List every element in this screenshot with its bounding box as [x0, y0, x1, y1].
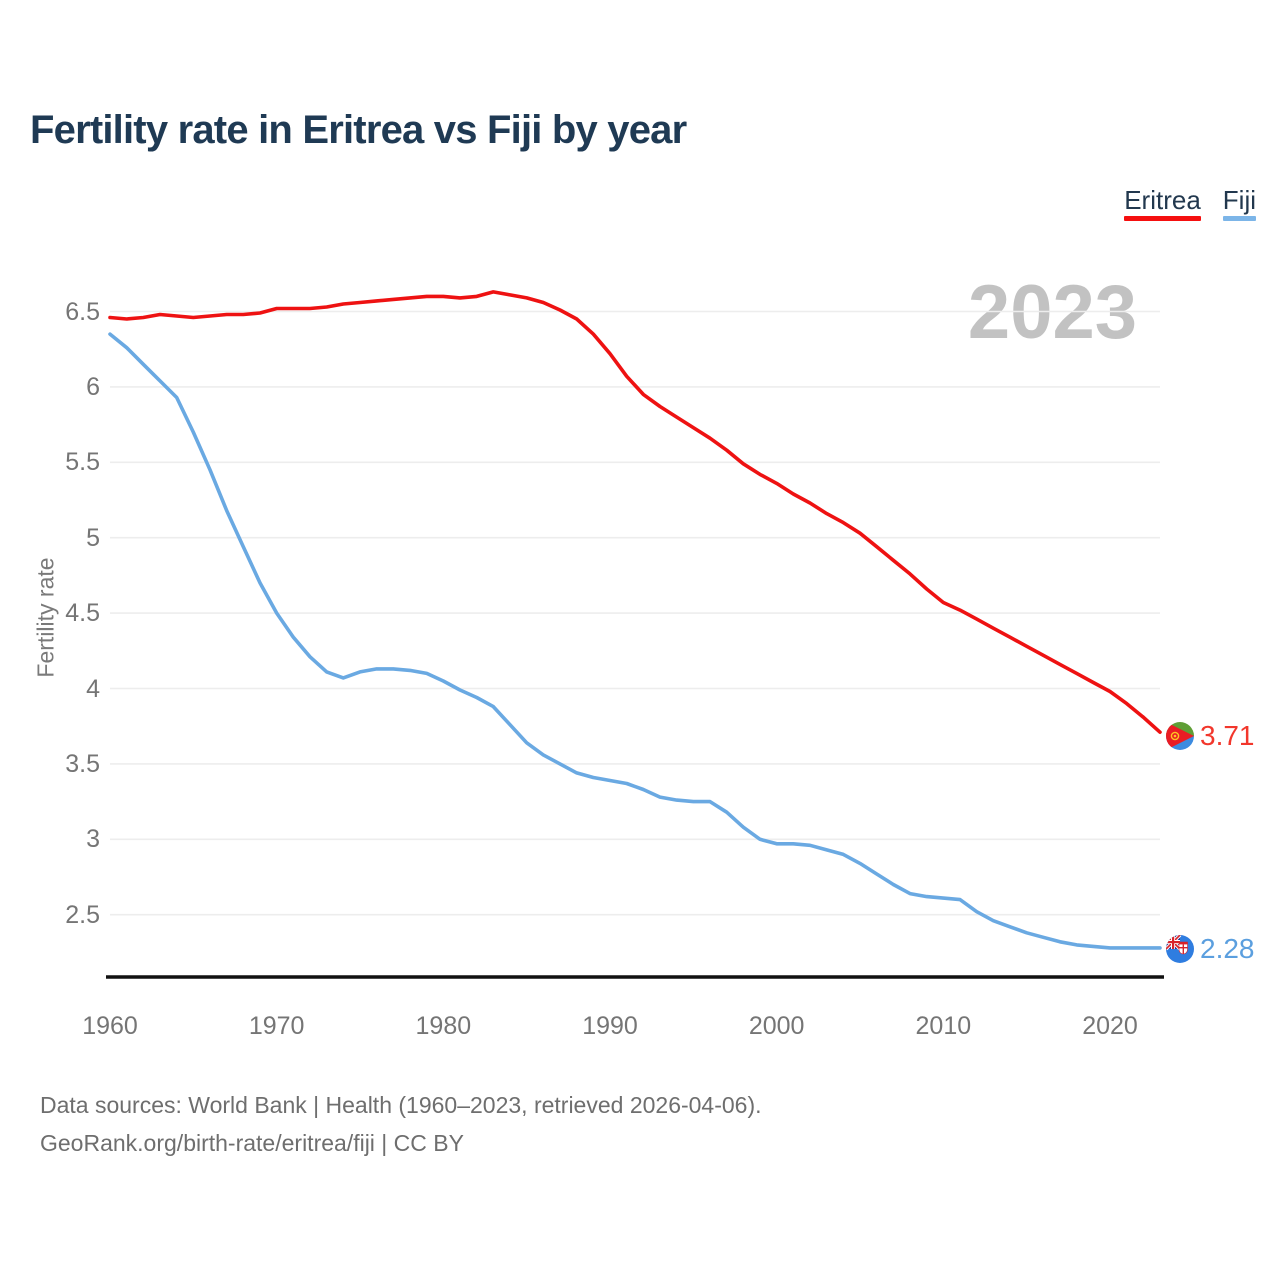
x-tick-label: 1960 — [82, 1012, 138, 1040]
y-tick-label: 2.5 — [65, 900, 100, 929]
y-tick-label: 4 — [86, 674, 100, 703]
y-tick-label: 4.5 — [65, 599, 100, 628]
y-tick-label: 5.5 — [65, 448, 100, 477]
legend-label-fiji: Fiji — [1222, 185, 1256, 215]
legend-item-eritrea[interactable]: Eritrea — [1124, 186, 1201, 221]
legend-underline-eritrea — [1124, 216, 1201, 221]
eritrea-value-label: 3.71 — [1200, 720, 1255, 751]
y-tick-label: 6 — [86, 372, 100, 401]
y-tick-label: 5 — [86, 523, 100, 552]
x-tick-label: 2000 — [748, 1012, 805, 1040]
x-tick-label: 1970 — [248, 1012, 305, 1040]
legend: Eritrea Fiji — [1124, 186, 1256, 221]
x-tick-label: 2020 — [1082, 1012, 1138, 1040]
footer-attribution-line: GeoRank.org/birth-rate/eritrea/fiji | CC… — [40, 1130, 464, 1156]
page-title: Fertility rate in Eritrea vs Fiji by yea… — [30, 108, 687, 152]
x-tick-label: 1980 — [415, 1012, 472, 1040]
legend-label-eritrea: Eritrea — [1124, 185, 1201, 215]
fiji-flag-icon — [1166, 935, 1194, 963]
x-tick-label: 1990 — [582, 1012, 638, 1040]
footer-sources-line: Data sources: World Bank | Health (1960–… — [40, 1092, 762, 1118]
legend-underline-fiji — [1222, 216, 1256, 221]
x-tick-label: 2010 — [915, 1012, 972, 1040]
endpoint-eritrea: 3.71 — [1166, 722, 1255, 750]
y-tick-label: 6.5 — [65, 297, 100, 326]
eritrea-line — [108, 290, 1162, 735]
y-tick-label: 3.5 — [65, 749, 100, 778]
y-tick-label: 3 — [86, 825, 100, 854]
year-watermark: 2023 — [967, 270, 1137, 355]
fiji-value-label: 2.28 — [1200, 933, 1255, 964]
footer: Data sources: World Bank | Health (1960–… — [40, 1086, 762, 1162]
endpoint-fiji: 2.28 — [1166, 935, 1255, 963]
legend-item-fiji[interactable]: Fiji — [1222, 185, 1256, 221]
fiji-line — [108, 332, 1162, 950]
eritrea-flag-icon — [1166, 722, 1194, 750]
